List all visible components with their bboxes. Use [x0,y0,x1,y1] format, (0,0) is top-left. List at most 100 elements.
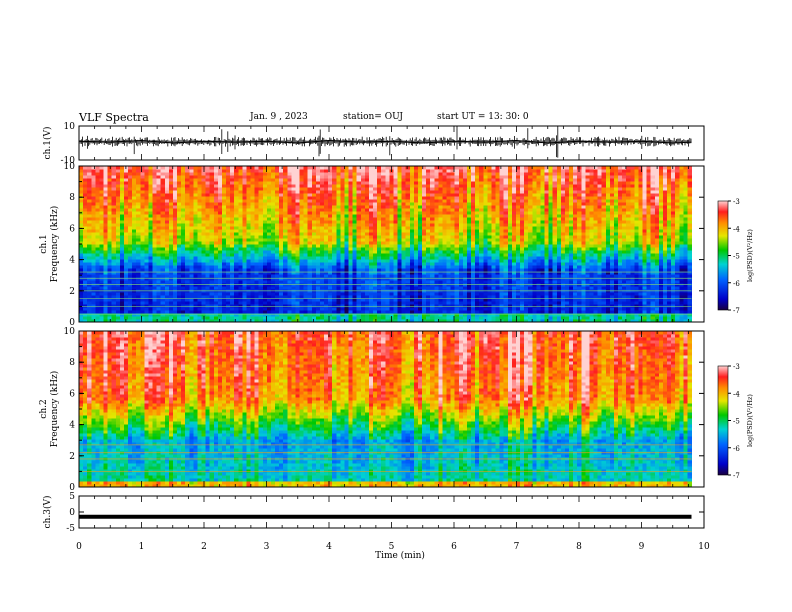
ch1-cell [193,244,198,248]
ch1-cell [95,313,100,317]
ch1-cell [401,172,407,176]
ch1-cell [128,316,133,320]
ch1-cell [299,280,304,284]
ch1-cell [107,178,113,182]
ch1-cell [340,238,345,242]
ch1-cell [295,268,300,272]
ch1-cell [299,193,304,197]
ch1-cell [152,304,157,308]
ch1-cell [250,187,255,191]
ch1-cell [307,298,313,302]
ch1-cell [164,310,170,314]
ch1-cell [389,187,394,191]
ch1-cell [160,292,166,296]
ch1-cell [299,175,304,179]
ch1-cell [356,241,362,245]
ch1-cell [258,244,264,248]
ch1-cell [356,184,362,188]
ch1-cell [364,178,370,182]
ch1-cell [123,187,129,191]
ch1-cell [87,250,92,254]
ch1-cell [295,202,300,206]
ch1-cell [299,202,304,206]
ch1-cell [128,187,133,191]
ch1-cell [270,208,276,212]
ch1-cell [107,199,113,203]
ch1-cell [303,172,309,176]
ch1-cell [132,232,137,236]
ch1-cell [295,214,300,218]
ch1-cell [79,316,84,320]
ch1-cell [352,259,358,263]
ch1-cell [352,268,358,272]
ch1-cell [148,280,153,284]
ch1-cell [422,301,427,305]
ch1-cell [266,247,272,251]
ch1-cell [177,253,182,257]
ch1-cell [119,199,125,203]
ch1-cell [238,292,243,296]
ch1-cell [422,316,427,320]
ch1-cell [275,265,280,269]
ch1-cell [373,292,378,296]
ch1-cell [279,259,284,263]
ch1-cell [291,199,296,203]
ch1-cell [352,202,358,206]
ch1-cell [377,175,382,179]
ch1-cell [401,274,407,278]
ch1-cell [340,280,345,284]
ch1-cell [336,208,341,212]
ch1-cell [230,286,235,290]
ch1-cell [209,172,215,176]
ch1-cell [389,175,394,179]
ch1-cell [205,229,211,233]
ch1-cell [348,184,353,188]
ch1-cell [234,175,239,179]
ch1-cell [266,169,272,173]
ch1-cell [168,202,174,206]
ch1-cell [132,166,137,170]
ch1-cell [270,316,276,320]
ch1-cell [344,250,349,254]
ch1-cell [409,286,415,290]
ch1-cell [160,253,166,257]
ch1-cell [299,235,304,239]
ch1-cell [87,184,92,188]
ch1-cell [303,298,309,302]
ch1-cell [368,193,374,197]
ch1-cell [107,271,113,275]
ch1-cell [119,178,125,182]
ch1-cell [115,175,121,179]
ch1-cell [393,214,398,218]
ch1-cell [393,220,398,224]
ch1-cell [91,169,96,173]
ch1-cell [409,235,415,239]
ch1-cell [417,286,423,290]
ch1-cell [364,169,370,173]
ch1-cell [324,256,329,260]
ch1-cell [279,199,284,203]
ch1-cell [401,268,407,272]
ch1-cell [397,181,402,185]
ch1-cell [201,220,206,224]
ch1-cell [177,226,182,230]
ch1-cell [393,169,398,173]
ch1-cell [181,247,186,251]
ch1-cell [144,259,149,263]
ch1-cell [409,223,415,227]
ch1-cell [226,262,231,266]
ch1-cell [226,295,231,299]
ch1-cell [132,193,137,197]
ch1-cell [95,250,100,254]
ch1-cell [332,319,337,323]
ch1-cell [217,256,223,260]
ch1-cell [368,304,374,308]
ch1-cell [242,229,247,233]
ch1-cell [352,274,358,278]
ch1-cell [287,184,292,188]
ch1-cell [95,307,100,311]
ch1-cell [377,307,382,311]
ch1-cell [324,310,329,314]
ch1-cell [279,316,284,320]
ch1-cell [250,292,255,296]
